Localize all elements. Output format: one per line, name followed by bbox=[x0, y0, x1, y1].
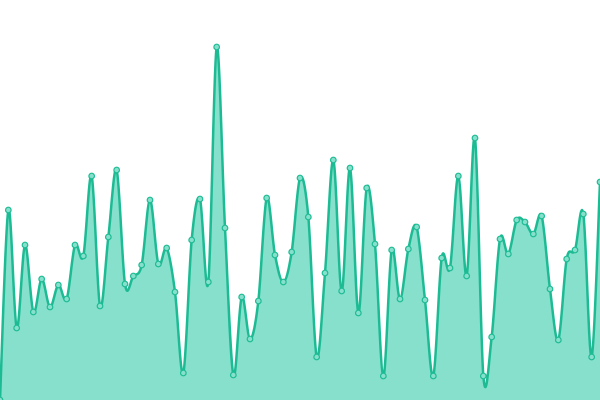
point bbox=[279, 278, 287, 286]
point bbox=[529, 230, 537, 238]
point bbox=[13, 324, 21, 332]
point bbox=[288, 248, 296, 256]
point bbox=[313, 353, 321, 361]
point bbox=[421, 296, 429, 304]
point bbox=[596, 178, 600, 186]
point bbox=[121, 280, 129, 288]
point bbox=[521, 218, 529, 226]
point bbox=[29, 308, 37, 316]
point bbox=[363, 184, 371, 192]
point bbox=[113, 166, 121, 174]
area-fill bbox=[0, 46, 600, 400]
point bbox=[346, 164, 354, 172]
point bbox=[446, 264, 454, 272]
point bbox=[63, 295, 71, 303]
point bbox=[438, 254, 446, 262]
point bbox=[296, 174, 304, 182]
point bbox=[396, 295, 404, 303]
point bbox=[38, 275, 46, 283]
point bbox=[546, 285, 554, 293]
point bbox=[179, 369, 187, 377]
point bbox=[79, 252, 87, 260]
point bbox=[196, 195, 204, 203]
point bbox=[129, 272, 137, 280]
point bbox=[454, 172, 462, 180]
point bbox=[246, 335, 254, 343]
point bbox=[496, 235, 504, 243]
point bbox=[171, 288, 179, 296]
point bbox=[371, 240, 379, 248]
point bbox=[221, 224, 229, 232]
point bbox=[213, 43, 221, 51]
point bbox=[71, 241, 79, 249]
point bbox=[588, 353, 596, 361]
point bbox=[54, 281, 62, 289]
point bbox=[354, 309, 362, 317]
point bbox=[21, 241, 29, 249]
point bbox=[163, 244, 171, 252]
point bbox=[471, 134, 479, 142]
point bbox=[204, 278, 212, 286]
point bbox=[463, 272, 471, 280]
point bbox=[138, 261, 146, 269]
point bbox=[46, 303, 54, 311]
point bbox=[571, 246, 579, 254]
point bbox=[329, 156, 337, 164]
point bbox=[229, 371, 237, 379]
area-line bbox=[0, 45, 600, 400]
point bbox=[238, 293, 246, 301]
point bbox=[154, 260, 162, 268]
point bbox=[188, 236, 196, 244]
point bbox=[146, 196, 154, 204]
point bbox=[0, 396, 4, 400]
point bbox=[579, 210, 587, 218]
point bbox=[4, 206, 12, 214]
point bbox=[479, 372, 487, 380]
point bbox=[388, 246, 396, 254]
point bbox=[513, 216, 521, 224]
point bbox=[304, 213, 312, 221]
point bbox=[321, 269, 329, 277]
point bbox=[254, 297, 262, 305]
point bbox=[404, 245, 412, 253]
point bbox=[104, 233, 112, 241]
point bbox=[504, 250, 512, 258]
point bbox=[379, 372, 387, 380]
point bbox=[413, 223, 421, 231]
point bbox=[271, 251, 279, 259]
point bbox=[263, 194, 271, 202]
point bbox=[563, 255, 571, 263]
point bbox=[538, 212, 546, 220]
point bbox=[88, 172, 96, 180]
point bbox=[96, 302, 104, 310]
point bbox=[554, 336, 562, 344]
point bbox=[338, 287, 346, 295]
point bbox=[488, 333, 496, 341]
point bbox=[429, 372, 437, 380]
